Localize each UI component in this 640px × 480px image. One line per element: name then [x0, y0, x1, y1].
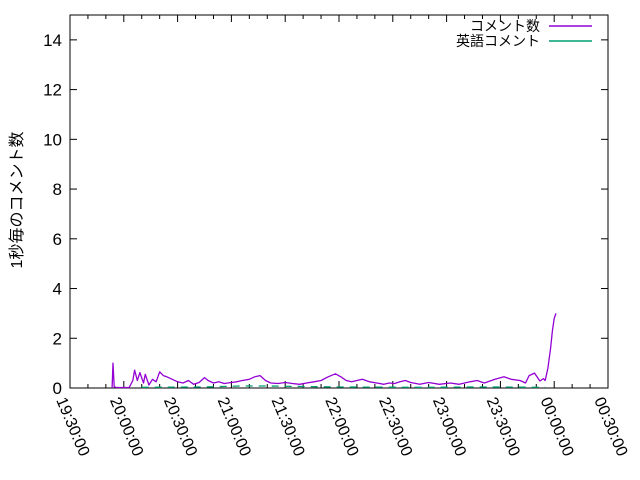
legend-label-english_comments: 英語コメント [456, 33, 540, 49]
x-axis-tick-label: 20:30:00 [160, 395, 200, 459]
series-english_comments-line [141, 385, 546, 388]
plot-border [69, 14, 609, 389]
y-axis-title: 1秒毎のコメント数 [9, 131, 26, 269]
y-axis-tick-label: 8 [53, 180, 62, 199]
x-axis-tick-label: 22:00:00 [321, 395, 361, 459]
x-axis-tick-label: 00:30:00 [590, 395, 630, 459]
x-axis-tick-label: 21:00:00 [214, 395, 254, 459]
y-axis-tick-label: 6 [53, 230, 62, 249]
x-axis-tick-label: 23:30:00 [483, 395, 523, 459]
y-axis-tick-label: 2 [53, 329, 62, 348]
y-axis-tick-label: 0 [53, 379, 62, 398]
y-axis-tick-label: 10 [43, 130, 62, 149]
x-axis-tick-label: 22:30:00 [375, 395, 415, 459]
y-axis-tick-label: 4 [53, 280, 62, 299]
y-axis-tick-label: 14 [43, 31, 62, 50]
x-axis-tick-label: 23:00:00 [429, 395, 469, 459]
x-axis-tick-label: 20:00:00 [106, 395, 146, 459]
x-axis-tick-label: 19:30:00 [52, 395, 92, 459]
series-comments-line [111, 313, 557, 389]
x-axis-tick-label: 00:00:00 [537, 395, 577, 459]
y-axis-tick-label: 12 [43, 81, 62, 100]
legend-label-comments: コメント数 [470, 18, 540, 34]
x-axis-tick-label: 21:30:00 [268, 395, 308, 459]
